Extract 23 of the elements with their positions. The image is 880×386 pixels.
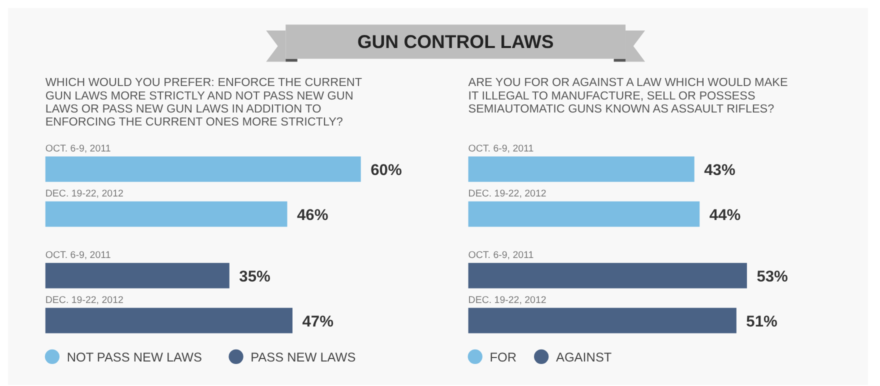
y-tick-label: DEC. 19-22, 2012 <box>45 188 124 200</box>
chart-subtitle: WHICH WOULD YOU PREFER: ENFORCE THE CURRENT GUN LAWS MORE STRICTLY AND NOT PASS NEW GUN LAWS OR PASS NEW GUN LAWS IN ADDITION TO ENFORCING THE CURRENT ONES MORE STRICTLY? <box>45 76 362 129</box>
y-tick-label: DEC. 19-22, 2012 <box>468 188 546 200</box>
y-tick-label: DEC. 19-22, 2012 <box>468 294 546 306</box>
data-label: 46% <box>297 206 328 224</box>
y-tick-label: OCT. 6-9, 2011 <box>468 144 534 155</box>
y-tick-label: OCT. 6-9, 2011 <box>45 250 111 262</box>
legend-label: AGAINST <box>556 350 612 365</box>
y-tick-label: DEC. 19-22, 2012 <box>45 294 124 306</box>
legend-label: PASS NEW LAWS <box>250 350 356 365</box>
data-label: 35% <box>239 268 271 286</box>
legend-label: FOR <box>490 350 517 365</box>
data-label: 44% <box>709 206 741 224</box>
y-tick-label: OCT. 6-9, 2011 <box>45 144 111 155</box>
data-label: 53% <box>756 268 788 286</box>
data-label: 60% <box>370 162 402 180</box>
data-label: 51% <box>746 313 778 330</box>
legend-label: NOT PASS NEW LAWS <box>66 350 202 365</box>
data-label: 43% <box>704 162 736 180</box>
text: GUN CONTROL LAWS <box>357 31 554 52</box>
data-label: 47% <box>302 313 334 330</box>
y-tick-label: OCT. 6-9, 2011 <box>468 250 534 262</box>
chart-subtitle: ARE YOU FOR OR AGAINST A LAW WHICH WOULD MAKE IT ILLEGAL TO MANUFACTURE, SELL OR POSSESS SEMIAUTOMATIC GUNS KNOWN AS ASSAULT RIFLES? <box>468 76 788 116</box>
